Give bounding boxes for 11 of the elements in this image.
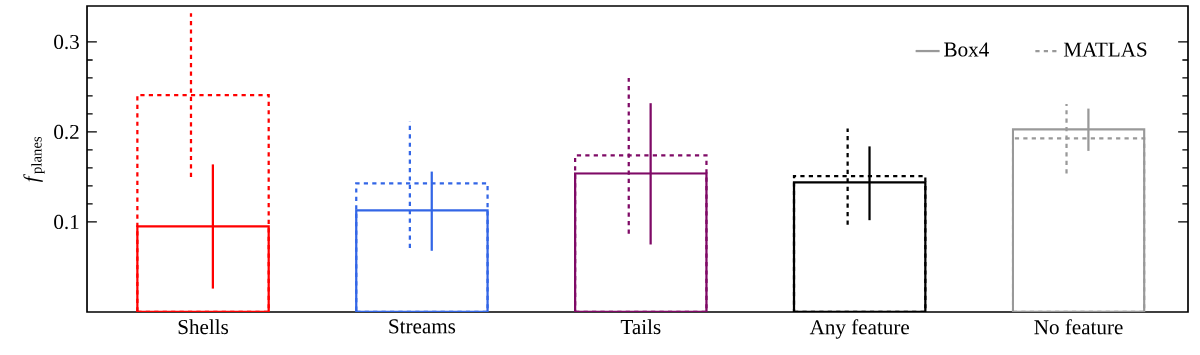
x-tick-label: Any feature bbox=[809, 319, 909, 339]
legend-label: Box4 bbox=[944, 42, 989, 57]
x-tick-label: Tails bbox=[620, 319, 661, 335]
legend-label: MATLAS bbox=[1063, 42, 1147, 57]
y-tick-label: 0.3 bbox=[54, 34, 79, 50]
y-tick-label: 0.1 bbox=[54, 214, 79, 230]
x-tick-label: Streams bbox=[389, 319, 456, 334]
y-axis-title: f$_{planes}$ bbox=[23, 136, 45, 183]
x-tick-label: No feature bbox=[1034, 319, 1123, 335]
x-tick-label: Shells bbox=[178, 319, 229, 335]
y-tick-label: 0.2 bbox=[54, 124, 79, 140]
